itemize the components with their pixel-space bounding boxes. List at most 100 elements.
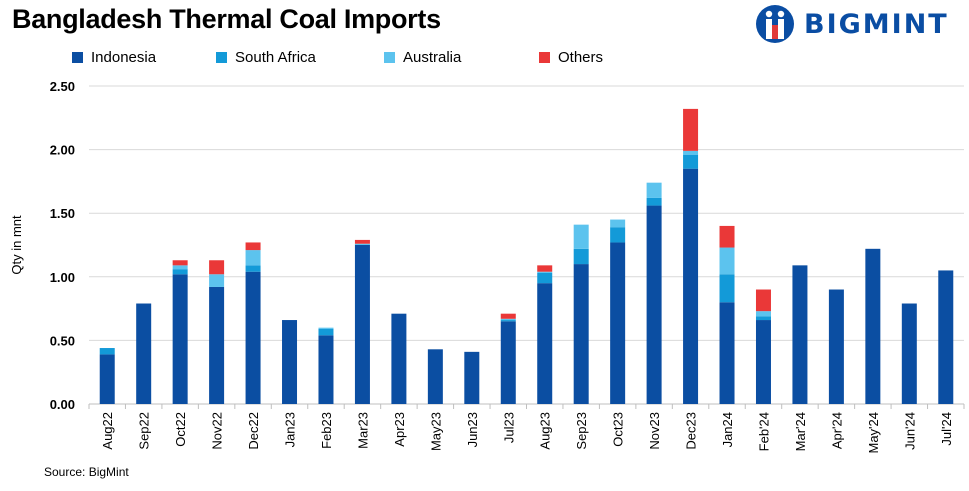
x-tick-label: Aug23 <box>538 412 553 450</box>
source-note: Source: BigMint <box>44 465 129 479</box>
bar-australia-nov23 <box>646 182 662 198</box>
bar-indonesia-feb24 <box>755 320 771 404</box>
x-tick-label: Dec23 <box>684 412 699 450</box>
bar-south-africa-oct23 <box>610 227 626 243</box>
x-tick-label: Aug22 <box>100 412 115 450</box>
bar-south-africa-aug22 <box>99 348 115 355</box>
bar-indonesia-mar24 <box>792 265 808 404</box>
bar-indonesia-jan24 <box>719 302 735 404</box>
bar-australia-feb24 <box>755 311 771 317</box>
bar-south-africa-sep23 <box>573 248 589 265</box>
bar-australia-jul23 <box>500 318 516 321</box>
bar-south-africa-feb23 <box>318 328 334 336</box>
y-tick-label: 1.50 <box>50 206 75 221</box>
bar-indonesia-nov22 <box>209 286 225 404</box>
brand-logo: BIGMINT <box>754 3 964 45</box>
legend-item-south-africa: South Africa <box>216 47 316 67</box>
y-tick-label: 2.00 <box>50 143 75 158</box>
x-tick-label: Oct23 <box>611 412 626 447</box>
legend-item-australia: Australia <box>384 47 461 67</box>
bar-south-africa-nov23 <box>646 197 662 206</box>
x-tick-label: Jul'24 <box>939 412 954 446</box>
bar-indonesia-aug22 <box>99 354 115 404</box>
x-tick-label: Jul23 <box>501 412 516 443</box>
legend-label: Others <box>558 48 604 66</box>
x-tick-label: May'24 <box>866 412 881 454</box>
bar-south-africa-feb24 <box>755 316 771 321</box>
bar-australia-mar23 <box>354 243 370 245</box>
bar-indonesia-dec23 <box>683 168 699 404</box>
bar-others-aug23 <box>537 265 553 272</box>
bar-south-africa-dec22 <box>245 265 261 272</box>
x-tick-label: Jun23 <box>465 412 480 447</box>
bar-australia-jan24 <box>719 247 735 275</box>
bar-australia-feb23 <box>318 327 334 329</box>
bar-indonesia-nov23 <box>646 205 662 404</box>
x-tick-label: Sep23 <box>574 412 589 450</box>
bar-indonesia-may24 <box>865 248 881 404</box>
x-tick-label: Feb23 <box>319 412 334 449</box>
bigmint-logo-icon <box>756 5 794 43</box>
brand-name: BIGMINT <box>804 9 949 40</box>
x-tick-label: Jun'24 <box>902 412 917 450</box>
bar-indonesia-may23 <box>427 349 443 404</box>
bar-indonesia-jun23 <box>464 351 480 404</box>
bar-indonesia-dec22 <box>245 271 261 404</box>
chart-title: Bangladesh Thermal Coal Imports <box>12 4 441 34</box>
bar-australia-nov22 <box>209 274 225 287</box>
bar-indonesia-oct23 <box>610 242 626 404</box>
bar-indonesia-jul24 <box>938 270 954 404</box>
chart-legend: Indonesia South Africa Australia Others <box>72 47 772 67</box>
y-tick-label: 2.50 <box>50 79 75 94</box>
bar-indonesia-apr24 <box>828 289 844 404</box>
y-tick-label: 0.50 <box>50 333 75 348</box>
legend-item-others: Others <box>539 47 603 67</box>
y-tick-label: 0.00 <box>50 397 75 412</box>
bar-australia-aug23 <box>537 271 553 273</box>
bar-south-africa-oct22 <box>172 269 188 275</box>
bar-indonesia-jul23 <box>500 321 516 404</box>
bar-south-africa-jul23 <box>500 320 516 322</box>
bar-others-jan24 <box>719 225 735 248</box>
x-tick-label: Sep22 <box>137 412 152 450</box>
bar-others-jul23 <box>500 313 516 319</box>
x-tick-label: Jan24 <box>720 412 735 447</box>
legend-label: South Africa <box>235 48 316 66</box>
bar-indonesia-aug23 <box>537 283 553 404</box>
legend-label: Australia <box>403 48 462 66</box>
bar-australia-dec23 <box>683 150 699 155</box>
bar-indonesia-sep23 <box>573 264 589 404</box>
legend-item-indonesia: Indonesia <box>72 47 156 67</box>
legend-swatch <box>539 51 550 63</box>
bar-others-oct22 <box>172 260 188 266</box>
legend-swatch <box>384 51 395 63</box>
bar-south-africa-dec23 <box>683 154 699 169</box>
bar-indonesia-mar23 <box>354 245 370 404</box>
bar-others-feb24 <box>755 289 771 312</box>
bar-others-dec23 <box>683 108 699 151</box>
y-axis-label: Qty in mnt <box>9 215 24 275</box>
bar-indonesia-jun24 <box>901 303 917 404</box>
bar-others-dec22 <box>245 242 261 251</box>
bar-indonesia-oct22 <box>172 274 188 404</box>
x-tick-label: Mar'24 <box>793 412 808 451</box>
bar-others-mar23 <box>354 239 370 244</box>
bar-australia-sep23 <box>573 224 589 249</box>
bar-others-nov22 <box>209 260 225 275</box>
bar-indonesia-sep22 <box>136 303 152 404</box>
bar-indonesia-feb23 <box>318 335 334 404</box>
x-tick-label: Apr'24 <box>829 412 844 449</box>
bar-australia-oct23 <box>610 219 626 228</box>
x-tick-label: Apr23 <box>392 412 407 447</box>
x-tick-label: Oct22 <box>173 412 188 447</box>
x-tick-label: Mar23 <box>355 412 370 449</box>
x-tick-label: Dec22 <box>246 412 261 450</box>
legend-swatch <box>72 51 83 63</box>
bar-australia-oct22 <box>172 265 188 270</box>
x-tick-label: Feb'24 <box>756 412 771 451</box>
bar-australia-dec22 <box>245 250 261 266</box>
bar-south-africa-aug23 <box>537 272 553 284</box>
legend-label: Indonesia <box>91 48 157 66</box>
y-tick-label: 1.00 <box>50 270 75 285</box>
